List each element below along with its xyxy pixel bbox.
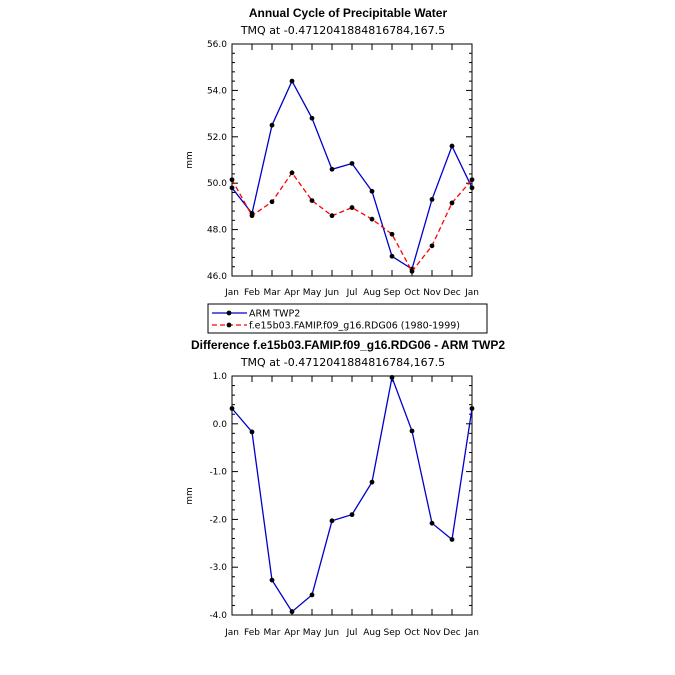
data-point bbox=[409, 268, 415, 274]
x-tick-label: Oct bbox=[404, 628, 420, 638]
data-point bbox=[309, 592, 315, 598]
x-tick-label: Mar bbox=[264, 628, 281, 638]
data-point bbox=[309, 198, 315, 204]
x-tick-label: Apr bbox=[284, 288, 300, 298]
data-point bbox=[249, 429, 255, 435]
chart-title: Difference f.e15b03.FAMIP.f09_g16.RDG06 … bbox=[191, 338, 505, 352]
x-tick-label: Jun bbox=[324, 288, 339, 298]
chart-subtitle: TMQ at -0.4712041884816784,167.5 bbox=[240, 24, 445, 37]
y-tick-label: 46.0 bbox=[207, 272, 227, 282]
y-tick-label: -3.0 bbox=[209, 563, 227, 573]
data-point bbox=[349, 161, 355, 166]
data-point bbox=[309, 115, 315, 121]
data-point bbox=[229, 185, 235, 191]
x-tick-label: Dec bbox=[443, 288, 460, 298]
data-point bbox=[369, 479, 375, 485]
x-tick-label: Mar bbox=[264, 288, 281, 298]
x-tick-label: Jan bbox=[464, 628, 479, 638]
x-tick-label: Aug bbox=[363, 628, 381, 638]
data-point bbox=[289, 609, 295, 615]
data-point bbox=[369, 216, 375, 222]
data-point bbox=[229, 177, 235, 183]
y-tick-label: 52.0 bbox=[207, 133, 227, 143]
data-point bbox=[269, 577, 275, 583]
y-axis-label: mm bbox=[185, 487, 195, 505]
x-tick-label: Jul bbox=[346, 628, 358, 638]
chart-subtitle: TMQ at -0.4712041884816784,167.5 bbox=[240, 356, 445, 369]
y-tick-label: 0.0 bbox=[213, 420, 228, 430]
x-tick-label: Oct bbox=[404, 288, 420, 298]
y-axis-label: mm bbox=[185, 151, 195, 169]
data-point bbox=[429, 243, 435, 249]
legend-box bbox=[207, 303, 488, 334]
y-tick-label: 1.0 bbox=[213, 372, 228, 382]
data-point bbox=[389, 231, 395, 237]
chart-title: Annual Cycle of Precipitable Water bbox=[249, 6, 448, 20]
data-point bbox=[469, 406, 475, 411]
chart-2: Difference f.e15b03.FAMIP.f09_g16.RDG06 … bbox=[185, 338, 505, 638]
x-tick-label: May bbox=[303, 288, 322, 298]
data-point bbox=[289, 170, 295, 176]
data-point bbox=[449, 200, 455, 206]
data-point bbox=[389, 253, 395, 259]
data-point bbox=[289, 78, 295, 84]
data-point bbox=[449, 537, 455, 542]
x-tick-label: Nov bbox=[423, 288, 441, 298]
x-tick-label: Jan bbox=[224, 628, 239, 638]
data-point bbox=[389, 375, 395, 380]
series-line-1 bbox=[231, 374, 473, 613]
y-tick-label: -1.0 bbox=[209, 468, 227, 478]
x-tick-label: Nov bbox=[423, 628, 441, 638]
legend-marker bbox=[226, 322, 232, 328]
y-tick-label: 50.0 bbox=[207, 179, 227, 189]
plot-frame bbox=[231, 43, 473, 277]
x-tick-label: Apr bbox=[284, 628, 300, 638]
data-point bbox=[329, 518, 335, 524]
series-line-1 bbox=[231, 79, 473, 271]
x-tick-label: Dec bbox=[443, 628, 460, 638]
data-point bbox=[369, 188, 375, 194]
data-point bbox=[469, 177, 475, 183]
x-tick-label: Feb bbox=[244, 288, 260, 298]
y-tick-label: -4.0 bbox=[209, 611, 227, 621]
data-point bbox=[449, 143, 455, 149]
data-point bbox=[469, 185, 475, 191]
y-tick-label: 48.0 bbox=[207, 226, 227, 236]
x-tick-label: Jul bbox=[346, 288, 358, 298]
y-tick-label: 56.0 bbox=[207, 40, 227, 50]
x-tick-label: Feb bbox=[244, 628, 260, 638]
data-point bbox=[269, 122, 275, 128]
data-point bbox=[429, 520, 435, 526]
legend-label: ARM TWP2 bbox=[249, 309, 300, 320]
data-point bbox=[249, 213, 255, 219]
data-point bbox=[349, 205, 355, 210]
data-point bbox=[409, 428, 415, 434]
x-tick-label: Jan bbox=[224, 288, 239, 298]
x-tick-label: Sep bbox=[384, 288, 401, 298]
data-point bbox=[349, 512, 355, 518]
plot-frame bbox=[231, 375, 473, 616]
data-point bbox=[229, 406, 235, 411]
y-tick-label: -2.0 bbox=[209, 515, 227, 525]
y-tick-label: 54.0 bbox=[207, 86, 227, 96]
legend-label: f.e15b03.FAMIP.f09_g16.RDG06 (1980-1999) bbox=[249, 321, 460, 332]
data-point bbox=[269, 199, 275, 205]
x-tick-label: Aug bbox=[363, 288, 381, 298]
data-point bbox=[429, 197, 435, 202]
legend-marker bbox=[226, 310, 232, 316]
chart-1: Annual Cycle of Precipitable Water TMQ at… bbox=[185, 6, 488, 334]
x-tick-label: May bbox=[303, 628, 322, 638]
x-tick-label: Jun bbox=[324, 628, 339, 638]
x-tick-label: Sep bbox=[384, 628, 401, 638]
data-point bbox=[329, 166, 335, 172]
x-tick-label: Jan bbox=[464, 288, 479, 298]
data-point bbox=[329, 213, 335, 219]
